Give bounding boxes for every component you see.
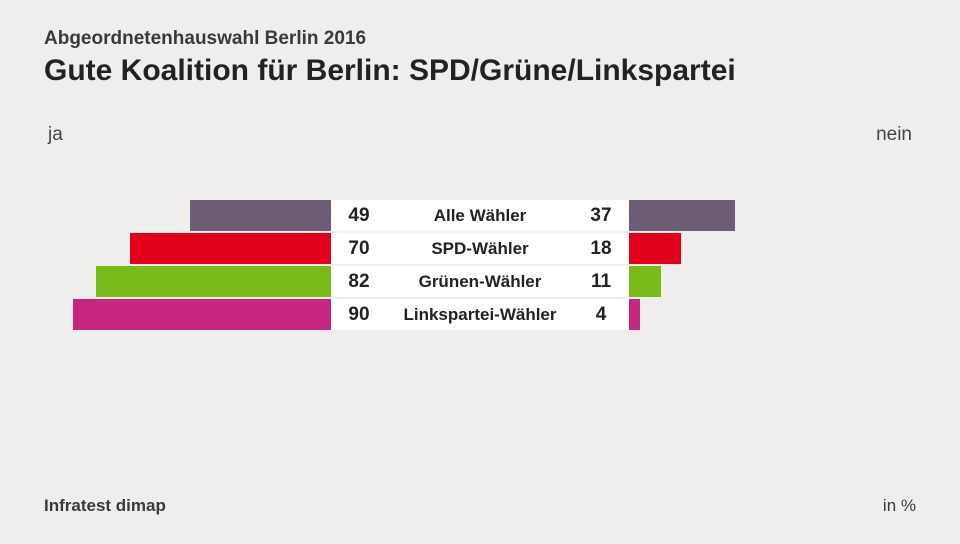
ja-bar-area	[44, 233, 331, 264]
ja-value: 49	[331, 200, 387, 231]
ja-bar	[96, 266, 331, 297]
nein-value: 4	[573, 299, 629, 330]
nein-bar	[629, 200, 735, 231]
nein-bar-area	[629, 299, 916, 330]
ja-value: 70	[331, 233, 387, 264]
nein-bar	[629, 299, 640, 330]
unit-label: in %	[883, 496, 916, 516]
pretitle: Abgeordnetenhauswahl Berlin 2016	[44, 28, 916, 50]
nein-value: 18	[573, 233, 629, 264]
ja-bar	[190, 200, 331, 231]
chart-row: 90Linkspartei-Wähler4	[44, 299, 916, 330]
nein-side: 4	[573, 299, 916, 330]
nein-bar	[629, 266, 661, 297]
nein-bar-area	[629, 233, 916, 264]
legend-right: nein	[876, 124, 912, 146]
chart-row: 49Alle Wähler37	[44, 200, 916, 231]
ja-value: 82	[331, 266, 387, 297]
nein-value: 11	[573, 266, 629, 297]
chart-row: 82Grünen-Wähler11	[44, 266, 916, 297]
page-title: Gute Koalition für Berlin: SPD/Grüne/Lin…	[44, 54, 916, 88]
source-label: Infratest dimap	[44, 496, 166, 516]
category-label: Grünen-Wähler	[387, 266, 573, 297]
ja-bar-area	[44, 266, 331, 297]
nein-value: 37	[573, 200, 629, 231]
ja-bar-area	[44, 200, 331, 231]
ja-side: 49	[44, 200, 387, 231]
nein-bar-area	[629, 266, 916, 297]
legend-left: ja	[48, 124, 63, 146]
category-label: SPD-Wähler	[387, 233, 573, 264]
ja-side: 90	[44, 299, 387, 330]
legend: ja nein	[44, 124, 916, 146]
ja-bar-area	[44, 299, 331, 330]
diverging-bar-chart: 49Alle Wähler3770SPD-Wähler1882Grünen-Wä…	[44, 200, 916, 330]
ja-bar	[130, 233, 331, 264]
ja-side: 70	[44, 233, 387, 264]
nein-bar	[629, 233, 681, 264]
nein-side: 11	[573, 266, 916, 297]
nein-bar-area	[629, 200, 916, 231]
category-label: Alle Wähler	[387, 200, 573, 231]
nein-side: 18	[573, 233, 916, 264]
ja-value: 90	[331, 299, 387, 330]
ja-bar	[73, 299, 331, 330]
nein-side: 37	[573, 200, 916, 231]
category-label: Linkspartei-Wähler	[387, 299, 573, 330]
ja-side: 82	[44, 266, 387, 297]
chart-row: 70SPD-Wähler18	[44, 233, 916, 264]
